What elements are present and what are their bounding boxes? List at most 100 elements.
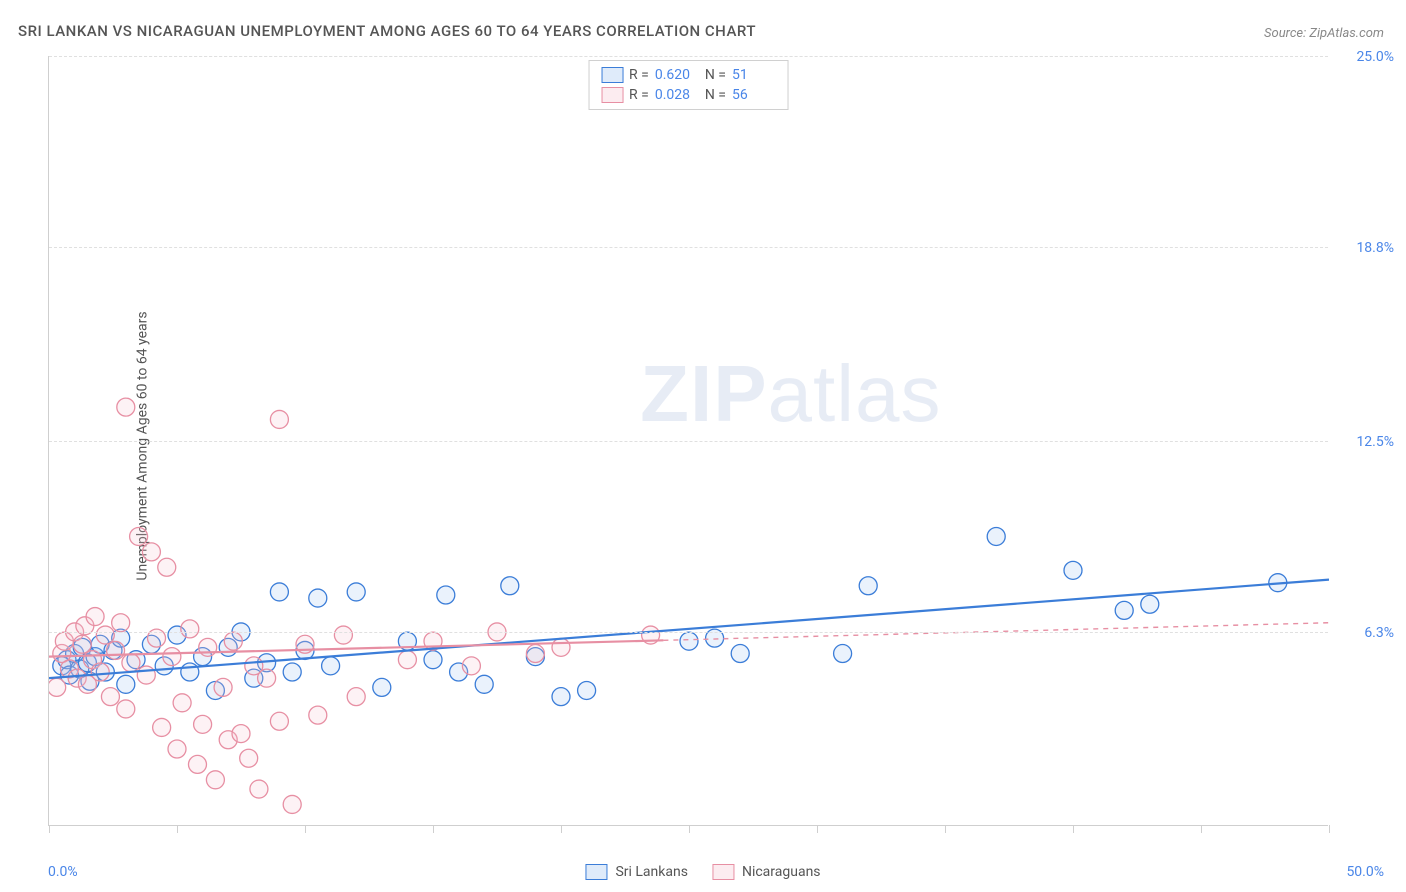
legend-series-item: Sri Lankans: [585, 864, 688, 880]
data-point: [117, 398, 135, 416]
x-axis-min-label: 0.0%: [48, 864, 78, 880]
data-point: [270, 712, 288, 730]
data-point: [373, 678, 391, 696]
x-tick: [689, 825, 690, 833]
legend-series-item: Nicaraguans: [712, 864, 821, 880]
data-point: [347, 688, 365, 706]
legend-swatch: [712, 864, 734, 880]
data-point: [1115, 601, 1133, 619]
data-point: [283, 663, 301, 681]
data-point: [462, 657, 480, 675]
data-point: [173, 694, 191, 712]
legend-r-value: 0.028: [655, 87, 699, 103]
data-point: [680, 632, 698, 650]
x-tick: [49, 825, 50, 833]
x-tick: [177, 825, 178, 833]
gridline: 6.3%: [49, 632, 1328, 633]
data-point: [181, 663, 199, 681]
data-point: [1141, 595, 1159, 613]
legend-series: Sri Lankans Nicaraguans: [585, 864, 820, 880]
data-point: [91, 663, 109, 681]
x-tick: [1073, 825, 1074, 833]
data-point: [731, 645, 749, 663]
data-point: [437, 586, 455, 604]
data-point: [347, 583, 365, 601]
data-point: [859, 577, 877, 595]
data-point: [168, 740, 186, 758]
data-point: [424, 651, 442, 669]
legend-n-label: N =: [705, 87, 726, 103]
y-tick-label: 12.5%: [1356, 434, 1394, 450]
data-point: [130, 527, 148, 545]
chart-container: SRI LANKAN VS NICARAGUAN UNEMPLOYMENT AM…: [0, 0, 1406, 892]
data-point: [1064, 561, 1082, 579]
data-point: [117, 700, 135, 718]
legend-row: R = 0.028 N = 56: [597, 85, 780, 105]
data-point: [112, 614, 130, 632]
data-point: [96, 626, 114, 644]
data-point: [240, 749, 258, 767]
gridline: 12.5%: [49, 441, 1328, 442]
data-point: [153, 718, 171, 736]
chart-title: SRI LANKAN VS NICARAGUAN UNEMPLOYMENT AM…: [18, 22, 756, 40]
data-point: [283, 795, 301, 813]
data-point: [86, 608, 104, 626]
legend-series-label: Sri Lankans: [615, 864, 688, 880]
legend-n-value: 51: [732, 67, 776, 83]
legend-r-label: R =: [629, 87, 649, 103]
data-point: [49, 678, 66, 696]
data-point: [232, 725, 250, 743]
x-tick: [1201, 825, 1202, 833]
legend-swatch: [585, 864, 607, 880]
data-point: [578, 681, 596, 699]
data-point: [214, 678, 232, 696]
data-point: [181, 620, 199, 638]
data-point: [270, 583, 288, 601]
data-point: [122, 654, 140, 672]
data-point: [322, 657, 340, 675]
data-point: [163, 648, 181, 666]
data-point: [398, 651, 416, 669]
x-tick: [561, 825, 562, 833]
x-tick: [1329, 825, 1330, 833]
data-point: [552, 688, 570, 706]
x-tick: [945, 825, 946, 833]
x-tick: [433, 825, 434, 833]
legend-row: R =0.620N =51: [597, 65, 780, 85]
data-point: [258, 669, 276, 687]
data-point: [526, 645, 544, 663]
data-point: [224, 632, 242, 650]
data-point: [188, 755, 206, 773]
data-point: [137, 666, 155, 684]
legend-swatch: [601, 67, 623, 83]
plot-area: ZIPatlas 6.3%12.5%18.8%25.0% R =0.620N =…: [48, 56, 1328, 826]
data-point: [250, 780, 268, 798]
data-point: [73, 635, 91, 653]
x-tick: [817, 825, 818, 833]
data-point: [475, 675, 493, 693]
y-tick-label: 25.0%: [1356, 49, 1394, 65]
data-point: [117, 675, 135, 693]
gridline: [49, 56, 1328, 57]
source-attribution: Source: ZipAtlas.com: [1264, 26, 1384, 41]
y-tick-label: 6.3%: [1364, 625, 1394, 641]
data-point: [206, 771, 224, 789]
legend-correlation: R =0.620N =51 R = 0.028 N = 56: [588, 60, 789, 110]
legend-n-value: 56: [732, 87, 776, 103]
legend-swatch: [601, 87, 623, 103]
data-point: [552, 638, 570, 656]
data-point: [834, 645, 852, 663]
data-point: [194, 715, 212, 733]
legend-r-value: 0.620: [655, 67, 699, 83]
data-point: [501, 577, 519, 595]
data-point: [309, 589, 327, 607]
data-point: [142, 543, 160, 561]
y-tick-label: 18.8%: [1356, 240, 1394, 256]
data-point: [107, 641, 125, 659]
data-point: [101, 688, 119, 706]
x-axis-max-label: 50.0%: [1346, 864, 1384, 880]
data-point: [270, 410, 288, 428]
data-point: [987, 527, 1005, 545]
gridline: 18.8%: [49, 247, 1328, 248]
x-tick: [305, 825, 306, 833]
